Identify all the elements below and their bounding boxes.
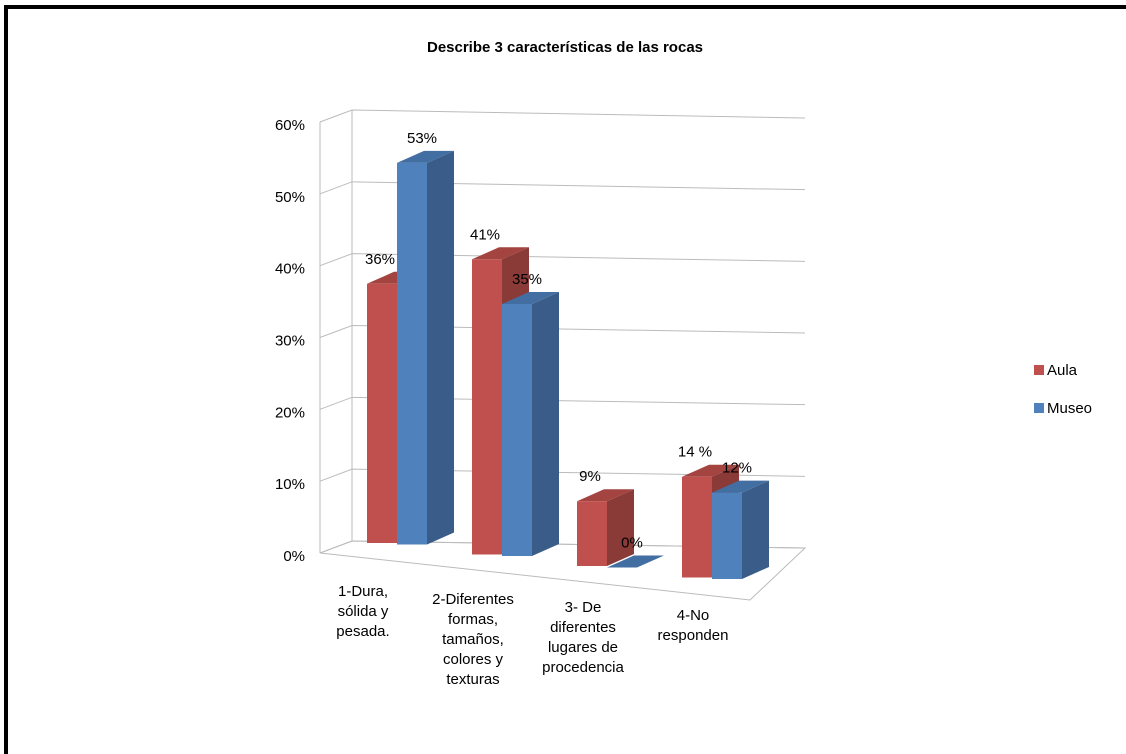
bar-face bbox=[742, 480, 769, 579]
y-tick-label: 0% bbox=[283, 548, 305, 565]
grid-line bbox=[319, 181, 806, 195]
bar-face bbox=[712, 480, 769, 493]
value-label: 9% bbox=[579, 468, 601, 485]
y-tick-label: 20% bbox=[275, 404, 305, 421]
bar-face bbox=[682, 464, 739, 477]
value-label: 53% bbox=[407, 130, 437, 147]
bar-face bbox=[397, 150, 454, 163]
y-tick-label: 50% bbox=[275, 189, 305, 206]
value-label: 41% bbox=[470, 226, 500, 243]
legend-label: Aula bbox=[1047, 362, 1078, 379]
legend-swatch bbox=[1034, 403, 1044, 413]
x-tick-label: 4-No responden bbox=[657, 607, 729, 644]
bar-face bbox=[577, 501, 607, 566]
value-label: 36% bbox=[365, 251, 395, 268]
x-tick-label: 2-Diferentes formas, tamaños, colores y … bbox=[432, 591, 514, 688]
bar-face bbox=[367, 283, 397, 543]
bar bbox=[607, 555, 664, 568]
x-tick-label: 3- De diferentes lugares de procedencia bbox=[542, 599, 624, 676]
bar bbox=[577, 489, 634, 566]
grid-line bbox=[319, 109, 806, 123]
bar-face bbox=[682, 476, 712, 578]
value-label: 14 % bbox=[678, 444, 712, 461]
bar bbox=[712, 480, 769, 579]
bar bbox=[397, 150, 454, 545]
bar-face bbox=[427, 150, 454, 545]
bar-face bbox=[532, 292, 559, 556]
y-tick-label: 60% bbox=[275, 117, 305, 134]
legend-swatch bbox=[1034, 365, 1044, 375]
bar-face bbox=[712, 492, 742, 579]
bar-face bbox=[577, 489, 634, 502]
bar-face bbox=[472, 259, 502, 555]
y-tick-label: 10% bbox=[275, 476, 305, 493]
y-tick-label: 40% bbox=[275, 261, 305, 278]
bar-face bbox=[502, 292, 559, 304]
bar bbox=[502, 292, 559, 556]
value-label: 35% bbox=[512, 271, 542, 288]
value-label: 0% bbox=[621, 534, 643, 551]
x-tick-label: 1-Dura, sólida y pesada. bbox=[336, 583, 390, 640]
bar-face bbox=[472, 247, 529, 260]
bar-face bbox=[607, 489, 634, 566]
bar-face bbox=[502, 304, 532, 556]
frame bbox=[4, 5, 1126, 754]
bar-face bbox=[397, 162, 427, 545]
y-tick-label: 30% bbox=[275, 332, 305, 349]
value-label: 12% bbox=[722, 460, 752, 477]
legend-label: Museo bbox=[1047, 400, 1092, 417]
bar-face bbox=[607, 555, 664, 568]
chart-title: Describe 3 características de las rocas bbox=[427, 39, 703, 56]
